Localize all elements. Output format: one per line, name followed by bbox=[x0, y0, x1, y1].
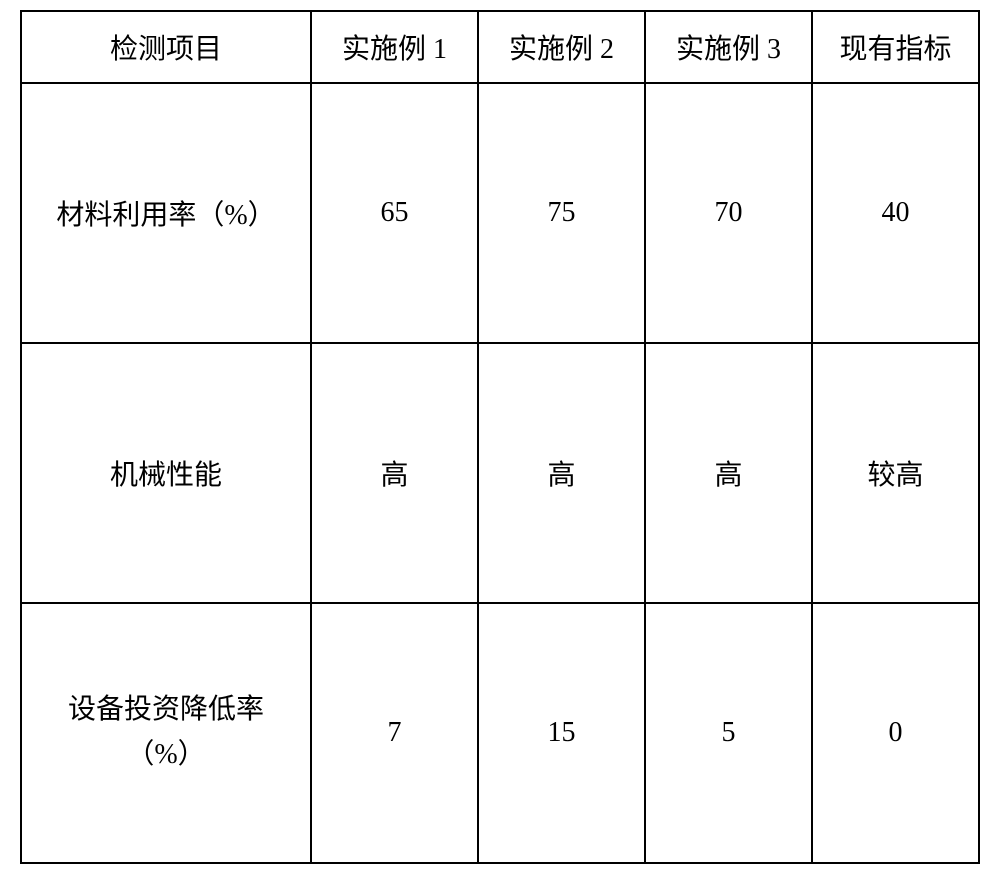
label-line2: （%） bbox=[22, 733, 310, 778]
table-row: 设备投资降低率 （%） 7 15 5 0 bbox=[21, 603, 979, 863]
cell-value: 0 bbox=[812, 603, 979, 863]
header-cell-ex3: 实施例 3 bbox=[645, 11, 812, 83]
data-table: 检测项目 实施例 1 实施例 2 实施例 3 现有指标 材料利用率（%） 65 … bbox=[20, 10, 980, 864]
cell-value: 40 bbox=[812, 83, 979, 343]
cell-value: 较高 bbox=[812, 343, 979, 603]
table-header-row: 检测项目 实施例 1 实施例 2 实施例 3 现有指标 bbox=[21, 11, 979, 83]
row-label-material: 材料利用率（%） bbox=[21, 83, 311, 343]
header-cell-ex1: 实施例 1 bbox=[311, 11, 478, 83]
cell-value: 75 bbox=[478, 83, 645, 343]
cell-value: 15 bbox=[478, 603, 645, 863]
table-row: 材料利用率（%） 65 75 70 40 bbox=[21, 83, 979, 343]
row-label-mechanical: 机械性能 bbox=[21, 343, 311, 603]
cell-value: 70 bbox=[645, 83, 812, 343]
cell-value: 高 bbox=[645, 343, 812, 603]
cell-value: 高 bbox=[478, 343, 645, 603]
header-cell-item: 检测项目 bbox=[21, 11, 311, 83]
header-cell-ex2: 实施例 2 bbox=[478, 11, 645, 83]
cell-value: 7 bbox=[311, 603, 478, 863]
header-cell-existing: 现有指标 bbox=[812, 11, 979, 83]
label-line1: 设备投资降低率 bbox=[22, 688, 310, 733]
row-label-investment: 设备投资降低率 （%） bbox=[21, 603, 311, 863]
cell-value: 65 bbox=[311, 83, 478, 343]
cell-value: 高 bbox=[311, 343, 478, 603]
table-row: 机械性能 高 高 高 较高 bbox=[21, 343, 979, 603]
cell-value: 5 bbox=[645, 603, 812, 863]
